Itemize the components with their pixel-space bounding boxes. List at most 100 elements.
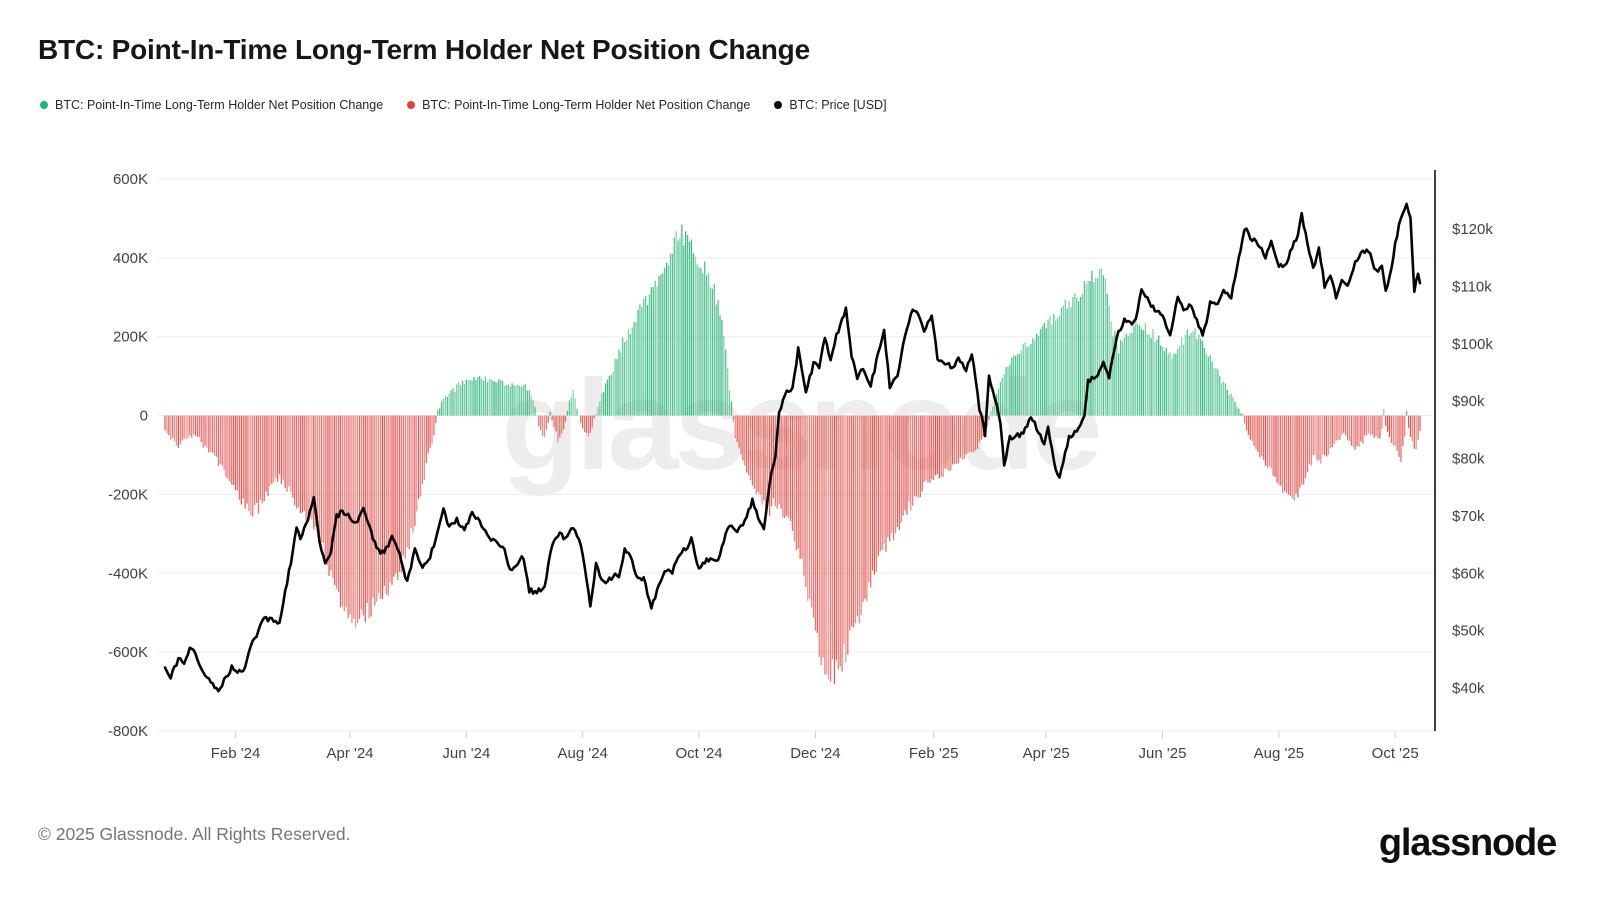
- bar-negative: [803, 415, 805, 576]
- bar-negative: [1304, 415, 1307, 479]
- bar-negative: [227, 415, 229, 480]
- bar-negative: [414, 415, 416, 526]
- bar-positive: [1139, 325, 1141, 416]
- bar-positive: [1034, 340, 1036, 416]
- bar-negative: [1377, 415, 1379, 439]
- bar-negative: [904, 415, 906, 511]
- bar-negative: [364, 415, 366, 623]
- bar-negative: [389, 415, 391, 582]
- bar-positive: [1047, 319, 1049, 416]
- bar-positive: [595, 414, 597, 416]
- bar-negative: [299, 415, 302, 514]
- bar-negative: [816, 415, 818, 634]
- bar-positive: [656, 286, 658, 416]
- bar-negative: [170, 415, 172, 441]
- bar-negative: [845, 415, 847, 663]
- bar-negative: [843, 415, 845, 644]
- bar-positive: [1020, 350, 1023, 416]
- bar-negative: [864, 415, 866, 599]
- left-axis-tick-label: -400K: [108, 565, 148, 582]
- price-line: [163, 202, 1422, 693]
- bar-negative: [738, 415, 740, 448]
- bar-negative: [542, 415, 544, 437]
- bar-negative: [1398, 415, 1400, 457]
- legend-dot-red-icon: [407, 101, 416, 109]
- bar-positive: [1177, 348, 1179, 416]
- bar-positive: [439, 408, 441, 416]
- bar-negative: [776, 415, 778, 509]
- bar-negative: [900, 415, 902, 523]
- bar-negative: [1266, 415, 1269, 468]
- bar-positive: [521, 386, 523, 416]
- bar-negative: [278, 415, 281, 475]
- bar-positive: [1055, 320, 1057, 416]
- bar-negative: [282, 415, 284, 481]
- legend-item-net-position-negative[interactable]: BTC: Point-In-Time Long-Term Holder Net …: [407, 98, 750, 112]
- bar-negative: [988, 415, 990, 421]
- bar-positive: [1091, 270, 1093, 416]
- bar-positive: [1219, 376, 1221, 416]
- x-axis-tick-label: Apr '25: [1023, 745, 1070, 762]
- bar-positive: [1383, 409, 1385, 416]
- bar-positive: [1222, 381, 1225, 416]
- bar-positive: [1083, 280, 1085, 416]
- bar-positive: [1097, 278, 1099, 416]
- bar-negative: [246, 415, 248, 504]
- bar-positive: [1194, 328, 1196, 416]
- bar-positive: [1137, 324, 1139, 416]
- right-axis-tick-label: $110k: [1452, 278, 1492, 295]
- bar-negative: [385, 415, 387, 595]
- legend-item-price[interactable]: BTC: Price [USD]: [774, 98, 887, 112]
- bar-positive: [633, 321, 635, 416]
- bar-positive: [473, 377, 475, 416]
- bar-negative: [269, 415, 271, 487]
- bar-positive: [1056, 318, 1059, 416]
- bar-positive: [1240, 413, 1242, 416]
- bar-negative: [198, 415, 200, 438]
- bar-positive: [1150, 337, 1152, 416]
- legend-item-net-position-positive[interactable]: BTC: Point-In-Time Long-Term Holder Net …: [40, 98, 383, 112]
- bar-negative: [1285, 415, 1288, 493]
- bar-negative: [938, 415, 940, 479]
- bar-negative: [799, 415, 801, 559]
- bar-negative: [917, 415, 920, 498]
- bar-negative: [862, 415, 864, 602]
- bar-positive: [696, 264, 698, 416]
- bar-positive: [629, 334, 632, 416]
- bar-negative: [1345, 415, 1347, 436]
- bar-positive: [686, 235, 689, 416]
- bar-positive: [1180, 337, 1183, 416]
- bar-negative: [206, 415, 208, 448]
- bar-negative: [837, 415, 839, 670]
- bar-positive: [1079, 296, 1082, 416]
- bar-positive: [1037, 335, 1040, 416]
- bar-negative: [292, 415, 294, 498]
- bar-negative: [772, 415, 775, 498]
- bar-negative: [376, 415, 378, 602]
- bar-positive: [1152, 328, 1154, 416]
- bar-negative: [1415, 415, 1417, 450]
- bar-positive: [1053, 313, 1055, 416]
- bar-negative: [412, 415, 414, 533]
- bar-positive: [1154, 341, 1156, 416]
- bar-positive: [1100, 268, 1103, 416]
- bar-negative: [397, 415, 399, 581]
- bar-negative: [212, 415, 214, 453]
- bar-positive: [694, 256, 696, 416]
- bar-negative: [822, 415, 824, 658]
- bar-negative: [1276, 415, 1278, 483]
- bar-negative: [891, 415, 893, 533]
- bar-positive: [608, 375, 611, 416]
- bar-negative: [1280, 415, 1282, 486]
- bar-positive: [1196, 339, 1198, 416]
- bar-negative: [587, 415, 590, 437]
- bar-positive: [460, 385, 462, 416]
- bar-positive: [1108, 306, 1110, 416]
- bar-positive: [700, 267, 702, 416]
- bar-negative: [585, 415, 588, 433]
- bar-negative: [168, 415, 170, 436]
- bar-negative: [288, 415, 290, 487]
- bar-positive: [1085, 284, 1087, 416]
- bar-positive: [1003, 374, 1005, 416]
- bar-positive: [728, 390, 731, 416]
